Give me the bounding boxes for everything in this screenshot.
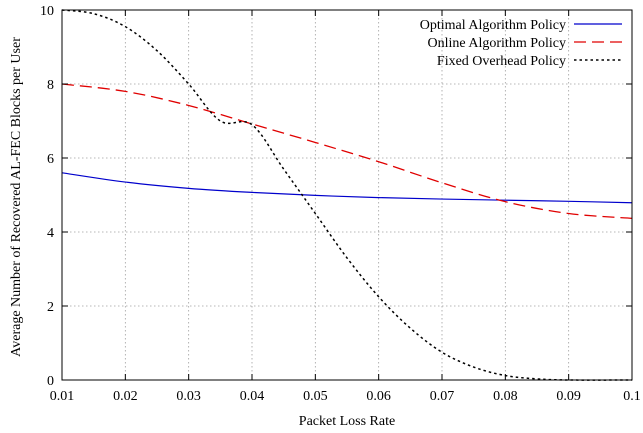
- series-line-1: [62, 172, 632, 204]
- x-tick-label: 0.04: [240, 389, 265, 404]
- x-axis-title: Packet Loss Rate: [299, 414, 395, 429]
- x-tick-label: 0.02: [113, 389, 138, 404]
- series-line-2: [62, 83, 632, 219]
- x-tick-label: 0.06: [366, 389, 391, 404]
- plot-frame: [61, 9, 633, 381]
- x-tick-label: 0.01: [50, 389, 75, 404]
- legend-label: Online Algorithm Policy: [428, 36, 566, 51]
- y-tick-label: 2: [47, 300, 54, 315]
- series-line-3: [62, 9, 632, 381]
- y-tick-label: 4: [47, 226, 54, 241]
- x-tick-label: 0.08: [493, 389, 518, 404]
- legend-label: Fixed Overhead Policy: [437, 54, 566, 69]
- x-tick-label: 0.07: [430, 389, 455, 404]
- y-tick-label: 8: [47, 78, 54, 93]
- x-tick-label: 0.1: [623, 389, 641, 404]
- legend-label: Optimal Algorithm Policy: [420, 18, 566, 33]
- x-tick-label: 0.03: [176, 389, 201, 404]
- y-axis-title: Average Number of Recovered AL-FEC Block…: [9, 37, 24, 357]
- axis-ticks: 0.01 0.02 0.03 0.04 0.05 0.06 0.07 0.08 0.09 0.1 0…: [40, 4, 641, 404]
- legend: Optimal Algorithm Policy Online Algorithm…: [420, 18, 622, 69]
- series-group: [62, 9, 632, 381]
- y-tick-label: 6: [47, 152, 54, 167]
- y-tick-label: 10: [40, 4, 54, 19]
- x-tick-label: 0.05: [303, 389, 328, 404]
- y-tick-label: 0: [47, 374, 54, 389]
- x-tick-label: 0.09: [556, 389, 581, 404]
